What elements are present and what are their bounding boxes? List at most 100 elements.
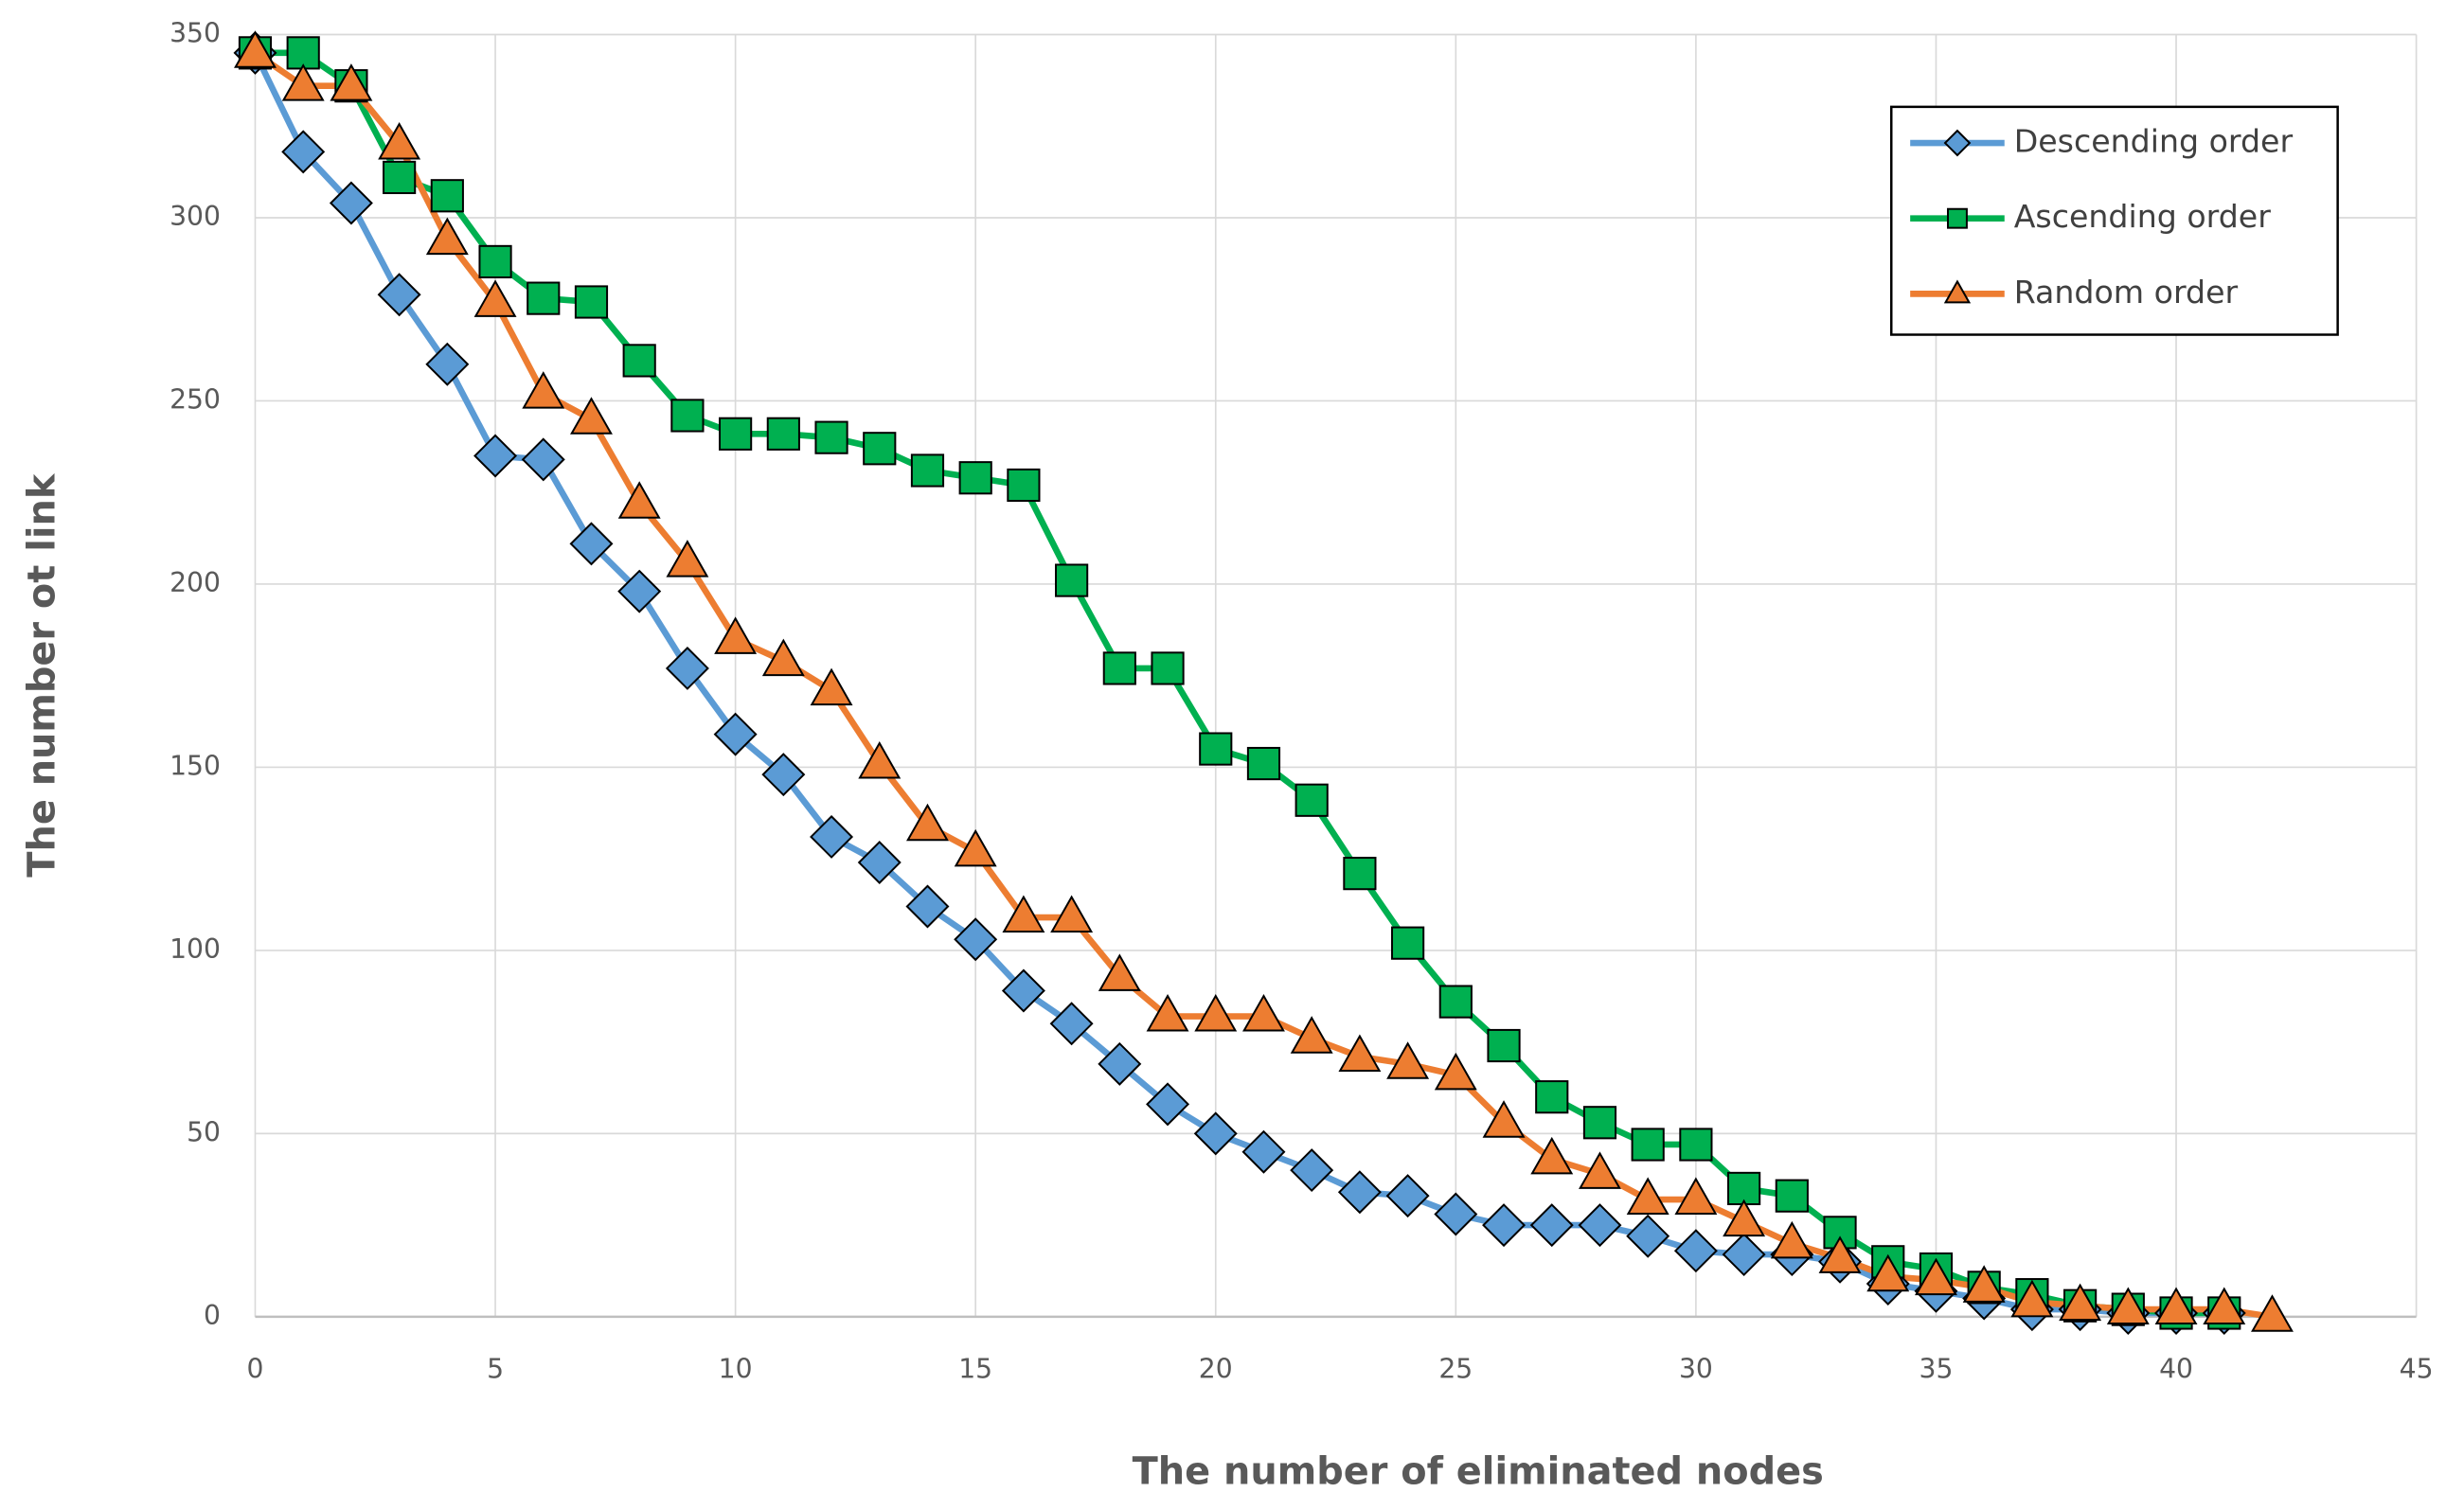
marker (954, 917, 998, 962)
legend-label: Descending order (2014, 123, 2294, 160)
marker (569, 522, 614, 566)
y-tick-label: 300 (170, 201, 221, 232)
legend-marker (1943, 129, 1972, 157)
marker (1290, 1148, 1334, 1193)
marker (1582, 1106, 1617, 1140)
x-tick-label: 15 (958, 1353, 992, 1384)
marker (1674, 1177, 1718, 1215)
y-tick-label: 150 (170, 750, 221, 781)
marker (858, 740, 902, 779)
marker (1579, 1151, 1621, 1189)
marker (1818, 1235, 1862, 1273)
marker (1434, 1192, 1478, 1236)
marker (1242, 993, 1285, 1032)
marker (1246, 746, 1281, 781)
marker (1290, 1016, 1333, 1054)
marker (329, 181, 373, 225)
marker (905, 884, 950, 929)
marker (1294, 783, 1329, 817)
marker (910, 453, 945, 488)
marker (1050, 895, 1094, 933)
marker (330, 63, 373, 101)
marker (622, 344, 656, 378)
x-tick-label: 40 (2159, 1353, 2193, 1384)
y-axis-title: The number ot link (21, 472, 64, 878)
marker (1098, 1041, 1142, 1086)
marker (1343, 857, 1377, 891)
x-tick-label: 25 (1438, 1353, 1473, 1384)
marker (1102, 651, 1136, 685)
x-axis-title: The number of eliminated nodes (1133, 1449, 1824, 1493)
y-tick-label: 0 (204, 1300, 221, 1331)
marker (761, 638, 805, 677)
marker (234, 30, 277, 68)
marker (666, 540, 709, 577)
marker (2203, 1287, 2246, 1325)
marker (617, 569, 662, 613)
marker (617, 481, 661, 519)
legend-label: Random order (2014, 274, 2239, 311)
marker (810, 667, 853, 706)
marker (473, 279, 517, 317)
marker (1049, 1002, 1094, 1046)
marker (814, 420, 848, 454)
marker (1385, 1174, 1430, 1218)
y-tick-label: 350 (170, 18, 221, 49)
marker (1673, 1229, 1718, 1273)
marker (1241, 1129, 1286, 1174)
marker (1727, 1171, 1761, 1206)
marker (1962, 1265, 2006, 1303)
legend-marker (1947, 207, 1968, 229)
marker (1631, 1128, 1665, 1162)
marker (2059, 1283, 2102, 1322)
marker (286, 36, 320, 70)
marker (761, 753, 806, 797)
marker (1438, 985, 1473, 1019)
legend-marker (1943, 279, 1972, 304)
marker (1530, 1136, 1574, 1175)
marker (1055, 563, 1089, 597)
marker (1098, 953, 1141, 991)
marker (1193, 1111, 1238, 1156)
marker (1482, 1100, 1526, 1138)
marker (478, 244, 512, 279)
x-tick-label: 20 (1199, 1353, 1233, 1384)
marker (527, 281, 561, 315)
marker (670, 399, 705, 433)
marker (281, 63, 325, 101)
x-tick-label: 30 (1679, 1353, 1713, 1384)
legend-label: Ascending order (2014, 198, 2271, 235)
marker (714, 616, 758, 654)
x-tick-label: 5 (487, 1353, 504, 1384)
y-tick-label: 200 (170, 567, 221, 598)
marker (1199, 732, 1233, 766)
x-tick-label: 0 (247, 1353, 264, 1384)
marker (1775, 1179, 1809, 1213)
marker (425, 342, 470, 386)
marker (1866, 1253, 1910, 1292)
x-tick-label: 10 (719, 1353, 753, 1384)
marker (1434, 1052, 1477, 1091)
marker (863, 432, 897, 466)
marker (1487, 1028, 1521, 1063)
marker (1535, 1080, 1569, 1114)
marker (719, 417, 753, 451)
marker (521, 437, 565, 482)
marker (1001, 968, 1045, 1013)
marker (1146, 993, 1189, 1032)
marker (574, 285, 609, 319)
marker (1194, 993, 1238, 1032)
marker (1578, 1203, 1622, 1248)
marker (2251, 1294, 2294, 1332)
marker (1386, 1041, 1430, 1079)
marker (378, 122, 421, 160)
marker (473, 434, 518, 478)
marker (377, 273, 421, 317)
y-tick-label: 250 (170, 383, 221, 415)
marker (425, 217, 469, 256)
x-tick-label: 35 (1919, 1353, 1954, 1384)
marker (2106, 1287, 2150, 1325)
marker (1722, 1233, 1766, 1277)
marker (857, 841, 902, 885)
